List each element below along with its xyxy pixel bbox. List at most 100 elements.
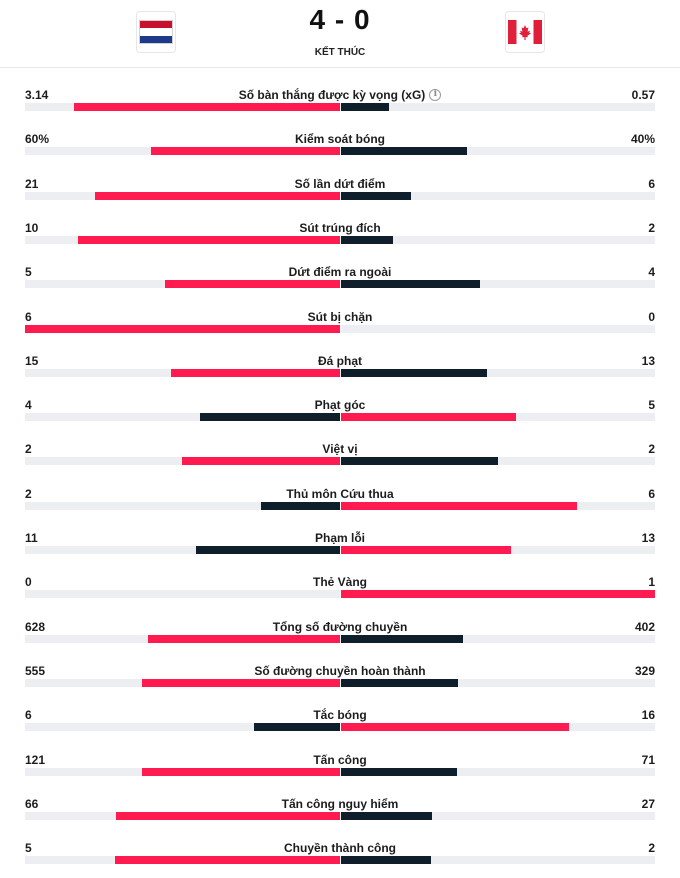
home-team-badge[interactable]: [136, 11, 176, 53]
away-stat-value: 16: [641, 708, 655, 723]
home-stat-value: 628: [25, 619, 46, 634]
away-stat-bar: [341, 856, 431, 865]
stat-row: 60% Kiểm soát bóng 40%: [0, 124, 680, 168]
stat-row: 6 Sút bị chặn 0: [0, 302, 680, 346]
home-stat-bar: [148, 634, 340, 643]
home-stat-bar: [200, 413, 340, 422]
away-stat-bar: [341, 501, 577, 510]
home-stat-bar: [182, 457, 340, 466]
home-stat-bar: [25, 324, 340, 333]
home-stat-bar: [78, 235, 340, 244]
home-stat-bar: [254, 723, 340, 732]
away-stat-bar: [341, 191, 411, 200]
stat-label: Số bàn thắng được kỳ vọng (xG): [140, 88, 540, 102]
home-stat-value: 21: [25, 176, 39, 191]
home-stat-track: [25, 235, 340, 244]
away-stat-value: 4: [648, 265, 655, 280]
away-stat-bar: [341, 103, 389, 111]
stat-label: Tắc bóng: [140, 708, 540, 722]
home-stat-bar: [142, 767, 340, 776]
away-stat-track: [341, 235, 655, 244]
away-stat-value: 40%: [630, 132, 655, 147]
stat-label: Sút bị chặn: [140, 310, 540, 324]
home-stat-bar: [196, 546, 340, 554]
away-stat-value: 5: [648, 398, 655, 413]
home-stat-value: 5: [25, 841, 32, 856]
home-stat-track: [25, 324, 340, 333]
stat-label-text: Dứt điểm ra ngoài: [288, 265, 392, 280]
away-stat-bar: [341, 147, 467, 156]
stat-row: 2 Việt vị 2: [0, 434, 680, 478]
home-stat-track: [25, 368, 340, 377]
away-stat-track: [341, 501, 655, 510]
away-stat-bar: [341, 368, 487, 377]
stat-label-text: Kiểm soát bóng: [294, 132, 385, 147]
info-icon[interactable]: [429, 89, 442, 101]
away-stat-bar: [341, 413, 516, 422]
home-stat-value: 2: [25, 486, 32, 501]
home-stat-value: 60%: [25, 132, 50, 147]
away-stat-track: [341, 280, 655, 289]
home-stat-track: [25, 723, 340, 732]
away-stat-track: [341, 546, 655, 554]
away-stat-value: 6: [648, 486, 655, 501]
stat-row: 555 Số đường chuyền hoàn thành 329: [0, 656, 680, 700]
stat-label-text: Số đường chuyền hoàn thành: [254, 663, 426, 678]
away-stat-track: [341, 457, 655, 466]
away-stat-bar: [341, 678, 458, 687]
home-stat-value: 5: [25, 265, 32, 280]
away-stat-track: [341, 191, 655, 200]
home-stat-track: [25, 280, 340, 289]
away-stat-bar: [341, 634, 463, 643]
away-stat-track: [341, 723, 655, 732]
home-stat-track: [25, 501, 340, 510]
stat-label-text: Số bàn thắng được kỳ vọng (xG): [238, 88, 426, 102]
home-stat-value: 4: [25, 398, 32, 413]
away-stat-bar: [341, 767, 457, 776]
stat-label-text: Phạm lỗi: [314, 531, 365, 545]
match-score: 4 - 0: [309, 4, 371, 35]
home-stat-bar: [171, 368, 340, 377]
home-stat-bar: [142, 678, 340, 687]
home-stat-track: [25, 678, 340, 687]
home-stat-track: [25, 413, 340, 422]
away-stat-bar: [341, 811, 432, 820]
away-team-badge[interactable]: [505, 11, 545, 53]
away-stat-bar: [341, 280, 480, 289]
stat-label-text: Phạt góc: [314, 398, 366, 413]
home-stat-value: 11: [25, 531, 38, 545]
match-header: 4 - 0 KẾT THÚC: [0, 0, 680, 68]
stat-row: 66 Tấn công nguy hiểm 27: [0, 789, 680, 833]
home-stat-value: 15: [25, 353, 39, 368]
home-stat-value: 3.14: [25, 88, 49, 102]
away-stat-track: [341, 767, 655, 776]
away-stat-value: 13: [641, 531, 655, 545]
stat-label: Phạt góc: [140, 398, 540, 412]
home-stat-track: [25, 191, 340, 200]
stat-label: Tổng số đường chuyền: [140, 620, 540, 634]
away-stat-value: 71: [641, 752, 655, 767]
stat-label: Số lần dứt điểm: [140, 177, 540, 191]
home-stat-bar: [74, 103, 340, 111]
stat-label-text: Đá phạt: [317, 353, 362, 368]
away-stat-value: 6: [648, 176, 655, 191]
stat-label: Số đường chuyền hoàn thành: [140, 664, 540, 678]
away-stat-value: 27: [641, 796, 655, 811]
stat-label-text: Sút trúng đích: [299, 220, 381, 235]
stat-label: Kiểm soát bóng: [140, 132, 540, 146]
away-stat-track: [341, 147, 655, 156]
home-stat-track: [25, 811, 340, 820]
home-stat-bar: [151, 147, 340, 156]
stat-row: 0 Thẻ Vàng 1: [0, 567, 680, 611]
stat-label-text: Thủ môn Cứu thua: [286, 486, 394, 501]
stat-row: 121 Tấn công 71: [0, 745, 680, 789]
stat-label: Phạm lỗi: [140, 531, 540, 545]
stat-row: 6 Tắc bóng 16: [0, 700, 680, 744]
stat-label-text: Việt vị: [322, 442, 358, 457]
stat-row: 15 Đá phạt 13: [0, 346, 680, 390]
away-stat-value: 13: [641, 353, 655, 368]
away-stat-value: 0: [648, 309, 655, 324]
stat-label: Dứt điểm ra ngoài: [140, 265, 540, 279]
netherlands-flag-icon: [139, 20, 173, 44]
away-stat-bar: [341, 590, 655, 599]
